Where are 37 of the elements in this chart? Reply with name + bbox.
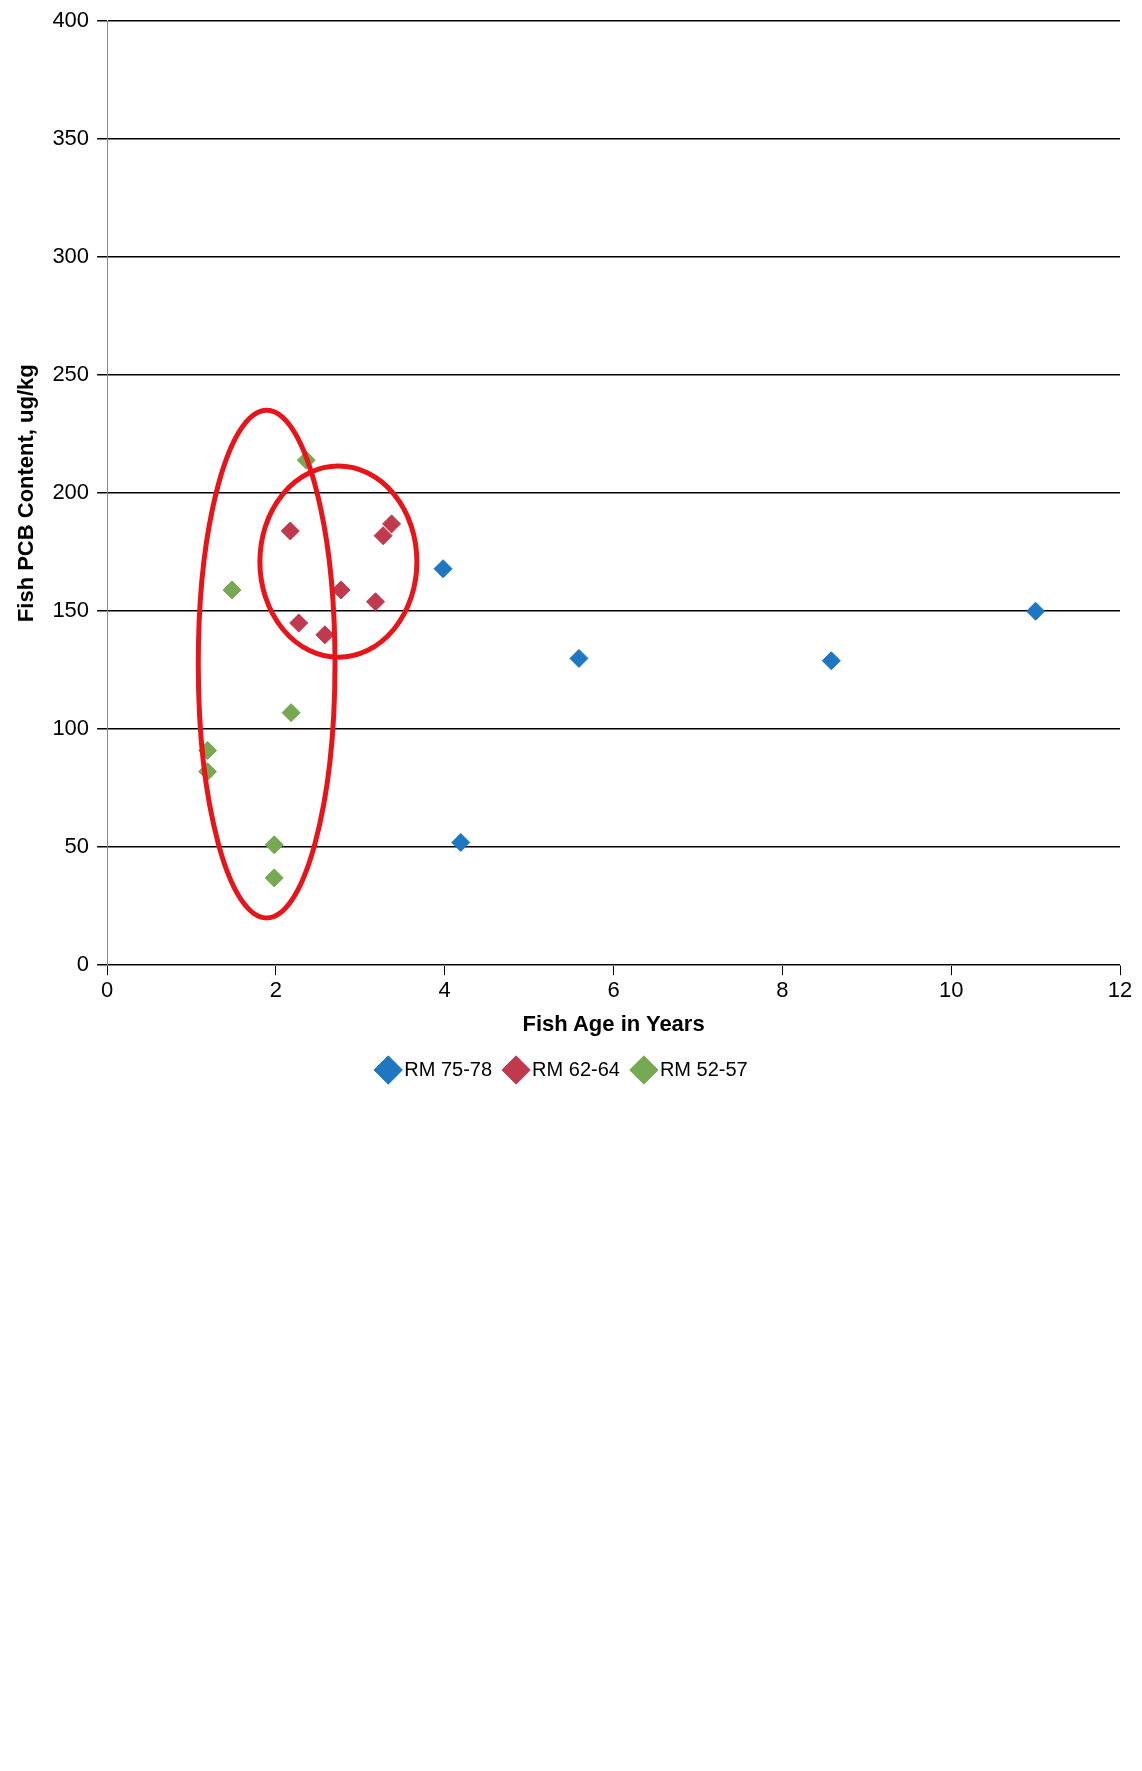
- point: [280, 521, 300, 541]
- y-tick-label: 300: [52, 243, 90, 269]
- legend-label: RM 52-57: [659, 1057, 748, 1080]
- x-tick-label: 0: [100, 977, 114, 1003]
- y-tick-label: 350: [52, 125, 90, 151]
- y-tick-label: 100: [52, 715, 90, 741]
- x-tick-label: 4: [438, 977, 451, 1003]
- point: [382, 514, 402, 534]
- point: [315, 625, 335, 645]
- point: [222, 580, 242, 600]
- point: [433, 559, 453, 579]
- point: [569, 648, 589, 668]
- x-tick-label: 6: [607, 977, 620, 1003]
- point: [281, 703, 301, 723]
- point: [451, 832, 471, 852]
- x-tick-label: 12: [1107, 977, 1133, 1003]
- point: [821, 651, 841, 671]
- x-tick-label: 2: [269, 977, 283, 1003]
- y-tick-label: 400: [52, 7, 90, 33]
- y-tick-label: 250: [52, 361, 90, 387]
- x-tick-label: 8: [776, 977, 789, 1003]
- y-tick-label: 200: [52, 479, 90, 505]
- x-axis-title: Fish Age in Years: [522, 1010, 705, 1036]
- point: [366, 592, 386, 612]
- y-tick-label: 0: [76, 951, 90, 977]
- point: [1026, 601, 1046, 621]
- legend-label: RM 75-78: [404, 1057, 493, 1080]
- y-axis-title: Fish PCB Content, ug/kg: [13, 364, 39, 623]
- y-tick-label: 150: [52, 597, 90, 623]
- point: [264, 835, 284, 855]
- point: [373, 526, 393, 546]
- point: [289, 613, 309, 633]
- point: [331, 580, 351, 600]
- x-tick-label: 10: [938, 977, 964, 1003]
- legend-label: RM 62-64: [532, 1057, 620, 1080]
- point: [264, 868, 284, 888]
- y-tick-label: 50: [64, 833, 90, 859]
